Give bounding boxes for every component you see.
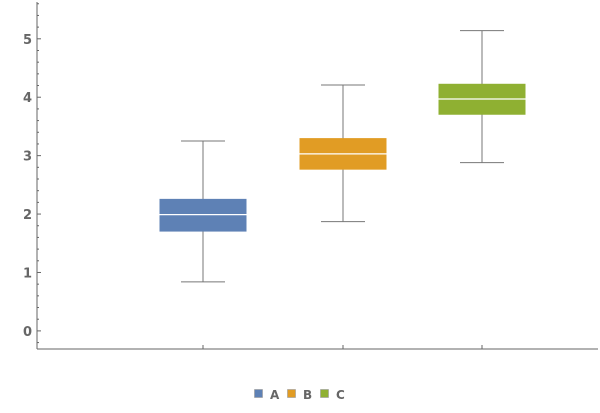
legend-label: A bbox=[270, 388, 280, 402]
legend-label: B bbox=[303, 388, 312, 402]
legend-item-A: A bbox=[254, 388, 280, 402]
y-tick-label: 0 bbox=[23, 325, 32, 340]
legend-item-C: C bbox=[320, 388, 345, 402]
legend-swatch bbox=[320, 389, 329, 398]
y-tick-label: 1 bbox=[23, 266, 32, 281]
box-C bbox=[438, 30, 526, 164]
legend-swatch bbox=[254, 389, 263, 398]
box-A bbox=[159, 140, 247, 283]
y-tick-label: 4 bbox=[23, 91, 32, 106]
legend: A B C bbox=[254, 388, 345, 402]
box-B bbox=[299, 84, 387, 223]
y-tick-label: 3 bbox=[23, 150, 32, 165]
y-tick-label: 5 bbox=[23, 33, 32, 48]
axes: 0 1 2 3 4 5 bbox=[23, 2, 598, 350]
legend-swatch bbox=[287, 389, 296, 398]
boxes bbox=[159, 30, 526, 283]
legend-label: C bbox=[336, 388, 345, 402]
y-tick-label: 2 bbox=[23, 208, 32, 223]
legend-item-B: B bbox=[287, 388, 312, 402]
